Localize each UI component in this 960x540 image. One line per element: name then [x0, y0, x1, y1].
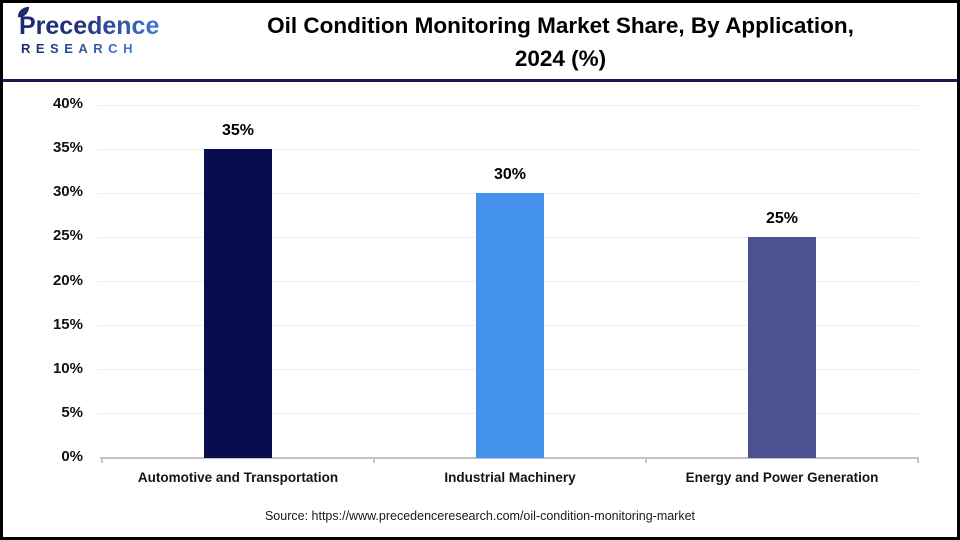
- header-divider: [3, 79, 957, 82]
- bar-value-label: 35%: [221, 122, 255, 140]
- brand-name: Precedence: [17, 6, 159, 40]
- brand-subtitle: RESEARCH: [19, 41, 159, 56]
- x-axis-line: [100, 457, 919, 459]
- gridline: [98, 148, 919, 150]
- bar-1: [204, 149, 272, 458]
- x-axis-tick: [917, 458, 919, 463]
- leaf-icon: [17, 6, 30, 18]
- category-label: Industrial Machinery: [444, 470, 576, 485]
- gridline: [98, 104, 919, 106]
- y-axis-tick-label: 0%: [61, 448, 83, 465]
- brand-logo: Precedence RESEARCH: [17, 6, 159, 56]
- chart-title-line2: 2024 (%): [514, 46, 607, 71]
- y-axis-tick-label: 20%: [52, 271, 83, 289]
- y-axis-tick-label: 10%: [52, 359, 83, 377]
- x-axis-tick: [101, 458, 103, 463]
- category-label: Energy and Power Generation: [685, 470, 879, 485]
- bar-3: [748, 237, 816, 458]
- source-text: Source: https://www.precedenceresearch.c…: [264, 509, 696, 523]
- x-axis-tick: [645, 458, 647, 463]
- y-axis-tick-label: 15%: [52, 315, 83, 333]
- chart-title: Oil Condition Monitoring Market Share, B…: [168, 9, 953, 75]
- bar-value-label: 30%: [493, 166, 527, 184]
- y-axis-tick-label: 40%: [52, 95, 83, 112]
- y-axis-tick-label: 5%: [61, 403, 83, 421]
- x-axis-tick: [373, 458, 375, 463]
- y-axis-tick-label: 30%: [52, 183, 83, 201]
- chart-title-line1: Oil Condition Monitoring Market Share, B…: [267, 13, 854, 38]
- bar-value-label: 25%: [765, 210, 799, 228]
- bar-2: [476, 193, 544, 458]
- bar-chart: 0% 5% 10% 15% 20% 25% 30% 35% 40% 35% Automotive a…: [3, 82, 957, 537]
- y-axis-tick-label: 25%: [52, 227, 83, 245]
- category-label: Automotive and Transportation: [137, 470, 339, 485]
- y-axis-tick-label: 35%: [52, 139, 83, 157]
